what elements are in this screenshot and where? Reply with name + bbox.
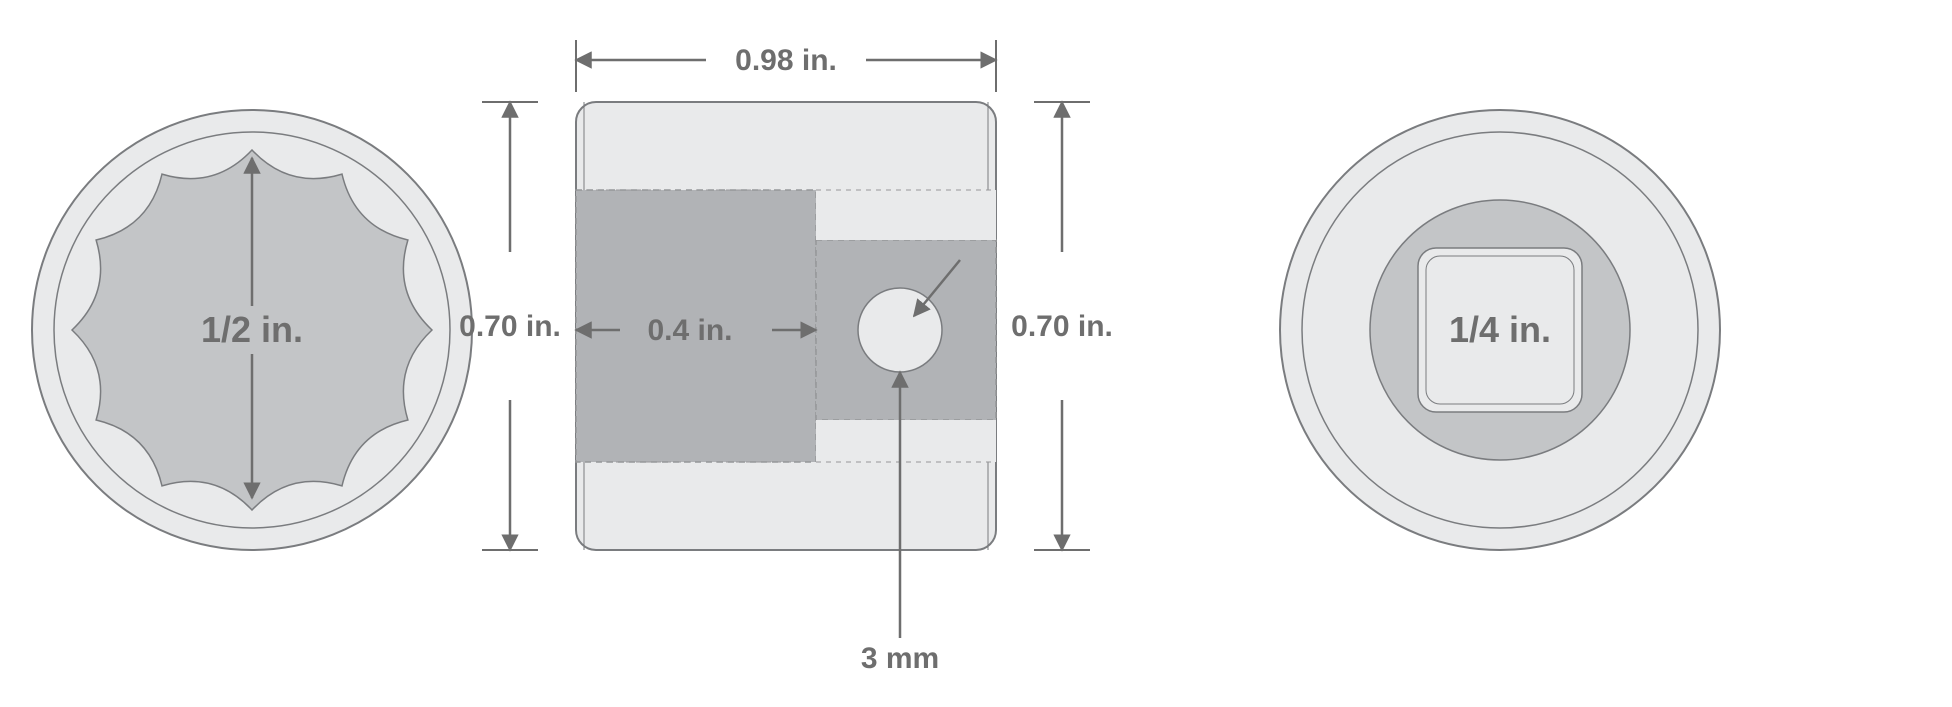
drive-size-label: 1/4 in. — [1449, 309, 1551, 350]
body-diameter-left-label: 0.70 in. — [459, 310, 561, 343]
socket-spec-drawing: 1/2 in. 0.98 in. 0.70 in. 0.70 in. 0.4 i… — [0, 0, 1952, 707]
body-diameter-right-label: 0.70 in. — [1011, 310, 1113, 343]
overall-length-label: 0.98 in. — [735, 44, 837, 77]
socket-depth-label: 0.4 in. — [647, 314, 732, 347]
side-view — [482, 40, 1090, 638]
detent-ball-label: 3 mm — [861, 642, 939, 675]
socket-size-label: 1/2 in. — [201, 309, 303, 350]
